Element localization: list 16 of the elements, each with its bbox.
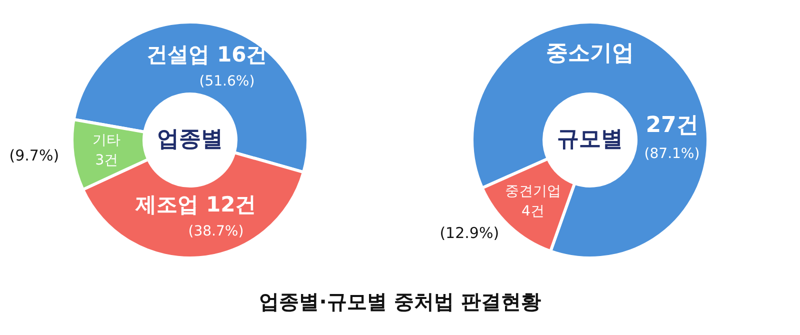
slice-label: 중소기업 — [546, 41, 634, 66]
data-label: 4건 — [521, 203, 544, 220]
slice-label: 기타 — [92, 132, 121, 149]
slice-label: 건설업 16건 — [146, 42, 268, 67]
text: (51.6%) — [199, 74, 255, 90]
text: (9.7%) — [9, 146, 60, 165]
slice-label: 제조업 12건 — [134, 192, 256, 217]
text: 업종별 — [157, 127, 223, 152]
text: 업종별·규모별 중처법 판결현황 — [259, 289, 541, 314]
slice-label: 중견기업 — [504, 183, 561, 200]
text: (12.9%) — [440, 224, 500, 242]
text: (87.1%) — [644, 146, 700, 162]
text: (38.7%) — [188, 224, 244, 240]
data-label: 27건 — [646, 113, 698, 138]
text: 규모별 — [557, 127, 623, 152]
data-label: 3건 — [95, 152, 118, 169]
